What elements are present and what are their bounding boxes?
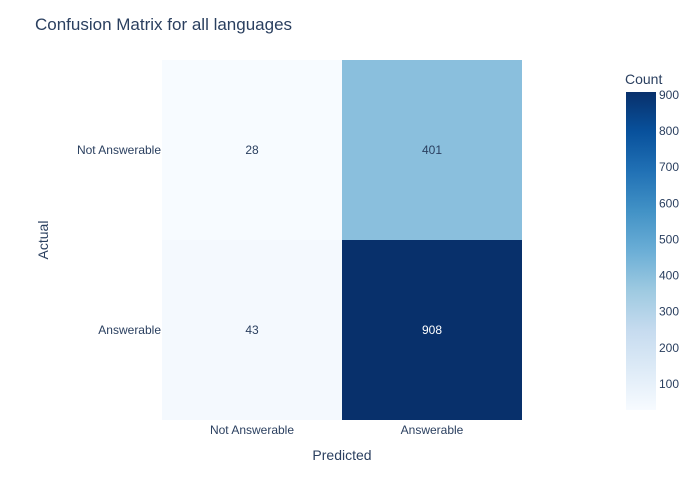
- colorbar-tick-label: 900: [659, 88, 679, 102]
- y-tick-label: Not Answerable: [77, 143, 161, 157]
- heatmap-cell: [162, 60, 342, 240]
- colorbar-tick-label: 500: [659, 232, 679, 246]
- chart-title: Confusion Matrix for all languages: [35, 15, 292, 34]
- x-tick-label: Answerable: [401, 423, 464, 437]
- heatmap-cell-value: 43: [245, 323, 259, 337]
- colorbar-title: Count: [625, 71, 662, 87]
- x-tick-label: Not Answerable: [210, 423, 294, 437]
- heatmap-cell-value: 28: [245, 143, 259, 157]
- heatmap-cell-labels: 28 401 43 908: [245, 143, 442, 337]
- colorbar-ticks: 100 200 300 400 500 600 700 800 900: [659, 88, 679, 391]
- heatmap-cell: [162, 240, 342, 420]
- colorbar-tick-label: 300: [659, 305, 679, 319]
- colorbar-tick-label: 200: [659, 341, 679, 355]
- y-axis-title: Actual: [35, 221, 51, 260]
- heatmap-cell: [342, 60, 522, 240]
- colorbar-tick-label: 600: [659, 196, 679, 210]
- heatmap-cell: [342, 240, 522, 420]
- colorbar-tick-label: 400: [659, 269, 679, 283]
- y-tick-label: Answerable: [98, 323, 161, 337]
- colorbar-tick-label: 700: [659, 160, 679, 174]
- heatmap-cell-value: 401: [422, 143, 442, 157]
- x-axis-title: Predicted: [312, 447, 371, 463]
- heatmap-cell-value: 908: [422, 323, 442, 337]
- colorbar: [626, 92, 656, 410]
- colorbar-tick-label: 100: [659, 377, 679, 391]
- heatmap-cells: [162, 60, 522, 420]
- y-axis-ticks: Not Answerable Answerable: [77, 143, 161, 337]
- colorbar-tick-label: 800: [659, 124, 679, 138]
- x-axis-ticks: Not Answerable Answerable: [210, 423, 464, 437]
